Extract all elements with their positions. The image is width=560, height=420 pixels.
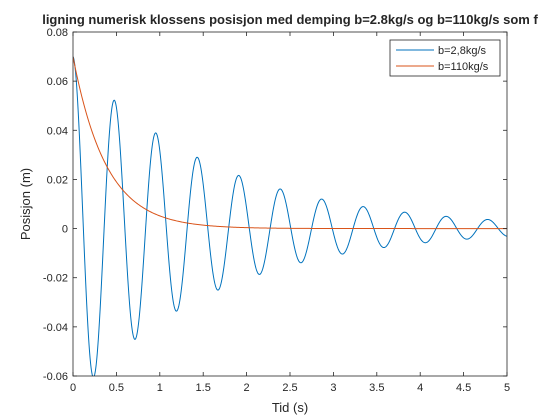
series-layer — [73, 56, 507, 376]
y-tick-label: 0 — [62, 224, 68, 236]
series-line-1 — [73, 56, 507, 230]
legend: b=2,8kg/s b=110kg/s — [389, 39, 501, 77]
x-tick-label: 1 — [157, 382, 163, 394]
x-tick-label: 0 — [70, 382, 76, 394]
x-tick-label: 1.5 — [196, 382, 211, 394]
x-tick-label: 2.5 — [282, 382, 297, 394]
ticks-layer: 0 0.5 1 1.5 2 2.5 3 3.5 4 4.5 5 -0.06 -0.04 -0.02 0 0.0… — [43, 27, 510, 394]
x-tick-label: 3.5 — [369, 382, 384, 394]
x-tick-label: 4.5 — [456, 382, 471, 394]
plot-area — [73, 32, 507, 376]
x-axis-label: Tid (s) — [272, 400, 308, 415]
chart-title: ligning numerisk klossens posisjon med d… — [42, 12, 538, 27]
series-line-0 — [73, 56, 507, 376]
y-tick-label: -0.02 — [43, 273, 68, 285]
y-axis-label: Posisjon (m) — [18, 168, 33, 240]
y-tick-label: -0.04 — [43, 322, 68, 334]
x-tick-label: 0.5 — [109, 382, 124, 394]
legend-label-series-1: b=110kg/s — [438, 61, 489, 73]
x-tick-label: 5 — [504, 382, 510, 394]
y-tick-label: 0.02 — [47, 174, 68, 186]
y-tick-label: 0.04 — [47, 125, 68, 137]
plot-frame — [72, 31, 508, 377]
x-tick-label: 4 — [417, 382, 423, 394]
y-tick-label: 0.08 — [47, 27, 68, 39]
legend-box — [389, 39, 501, 77]
x-tick-label: 3 — [330, 382, 336, 394]
y-tick-label: -0.06 — [43, 371, 68, 383]
legend-label-series-0: b=2,8kg/s — [438, 45, 487, 57]
y-tick-label: 0.06 — [47, 76, 68, 88]
x-tick-label: 2 — [244, 382, 250, 394]
